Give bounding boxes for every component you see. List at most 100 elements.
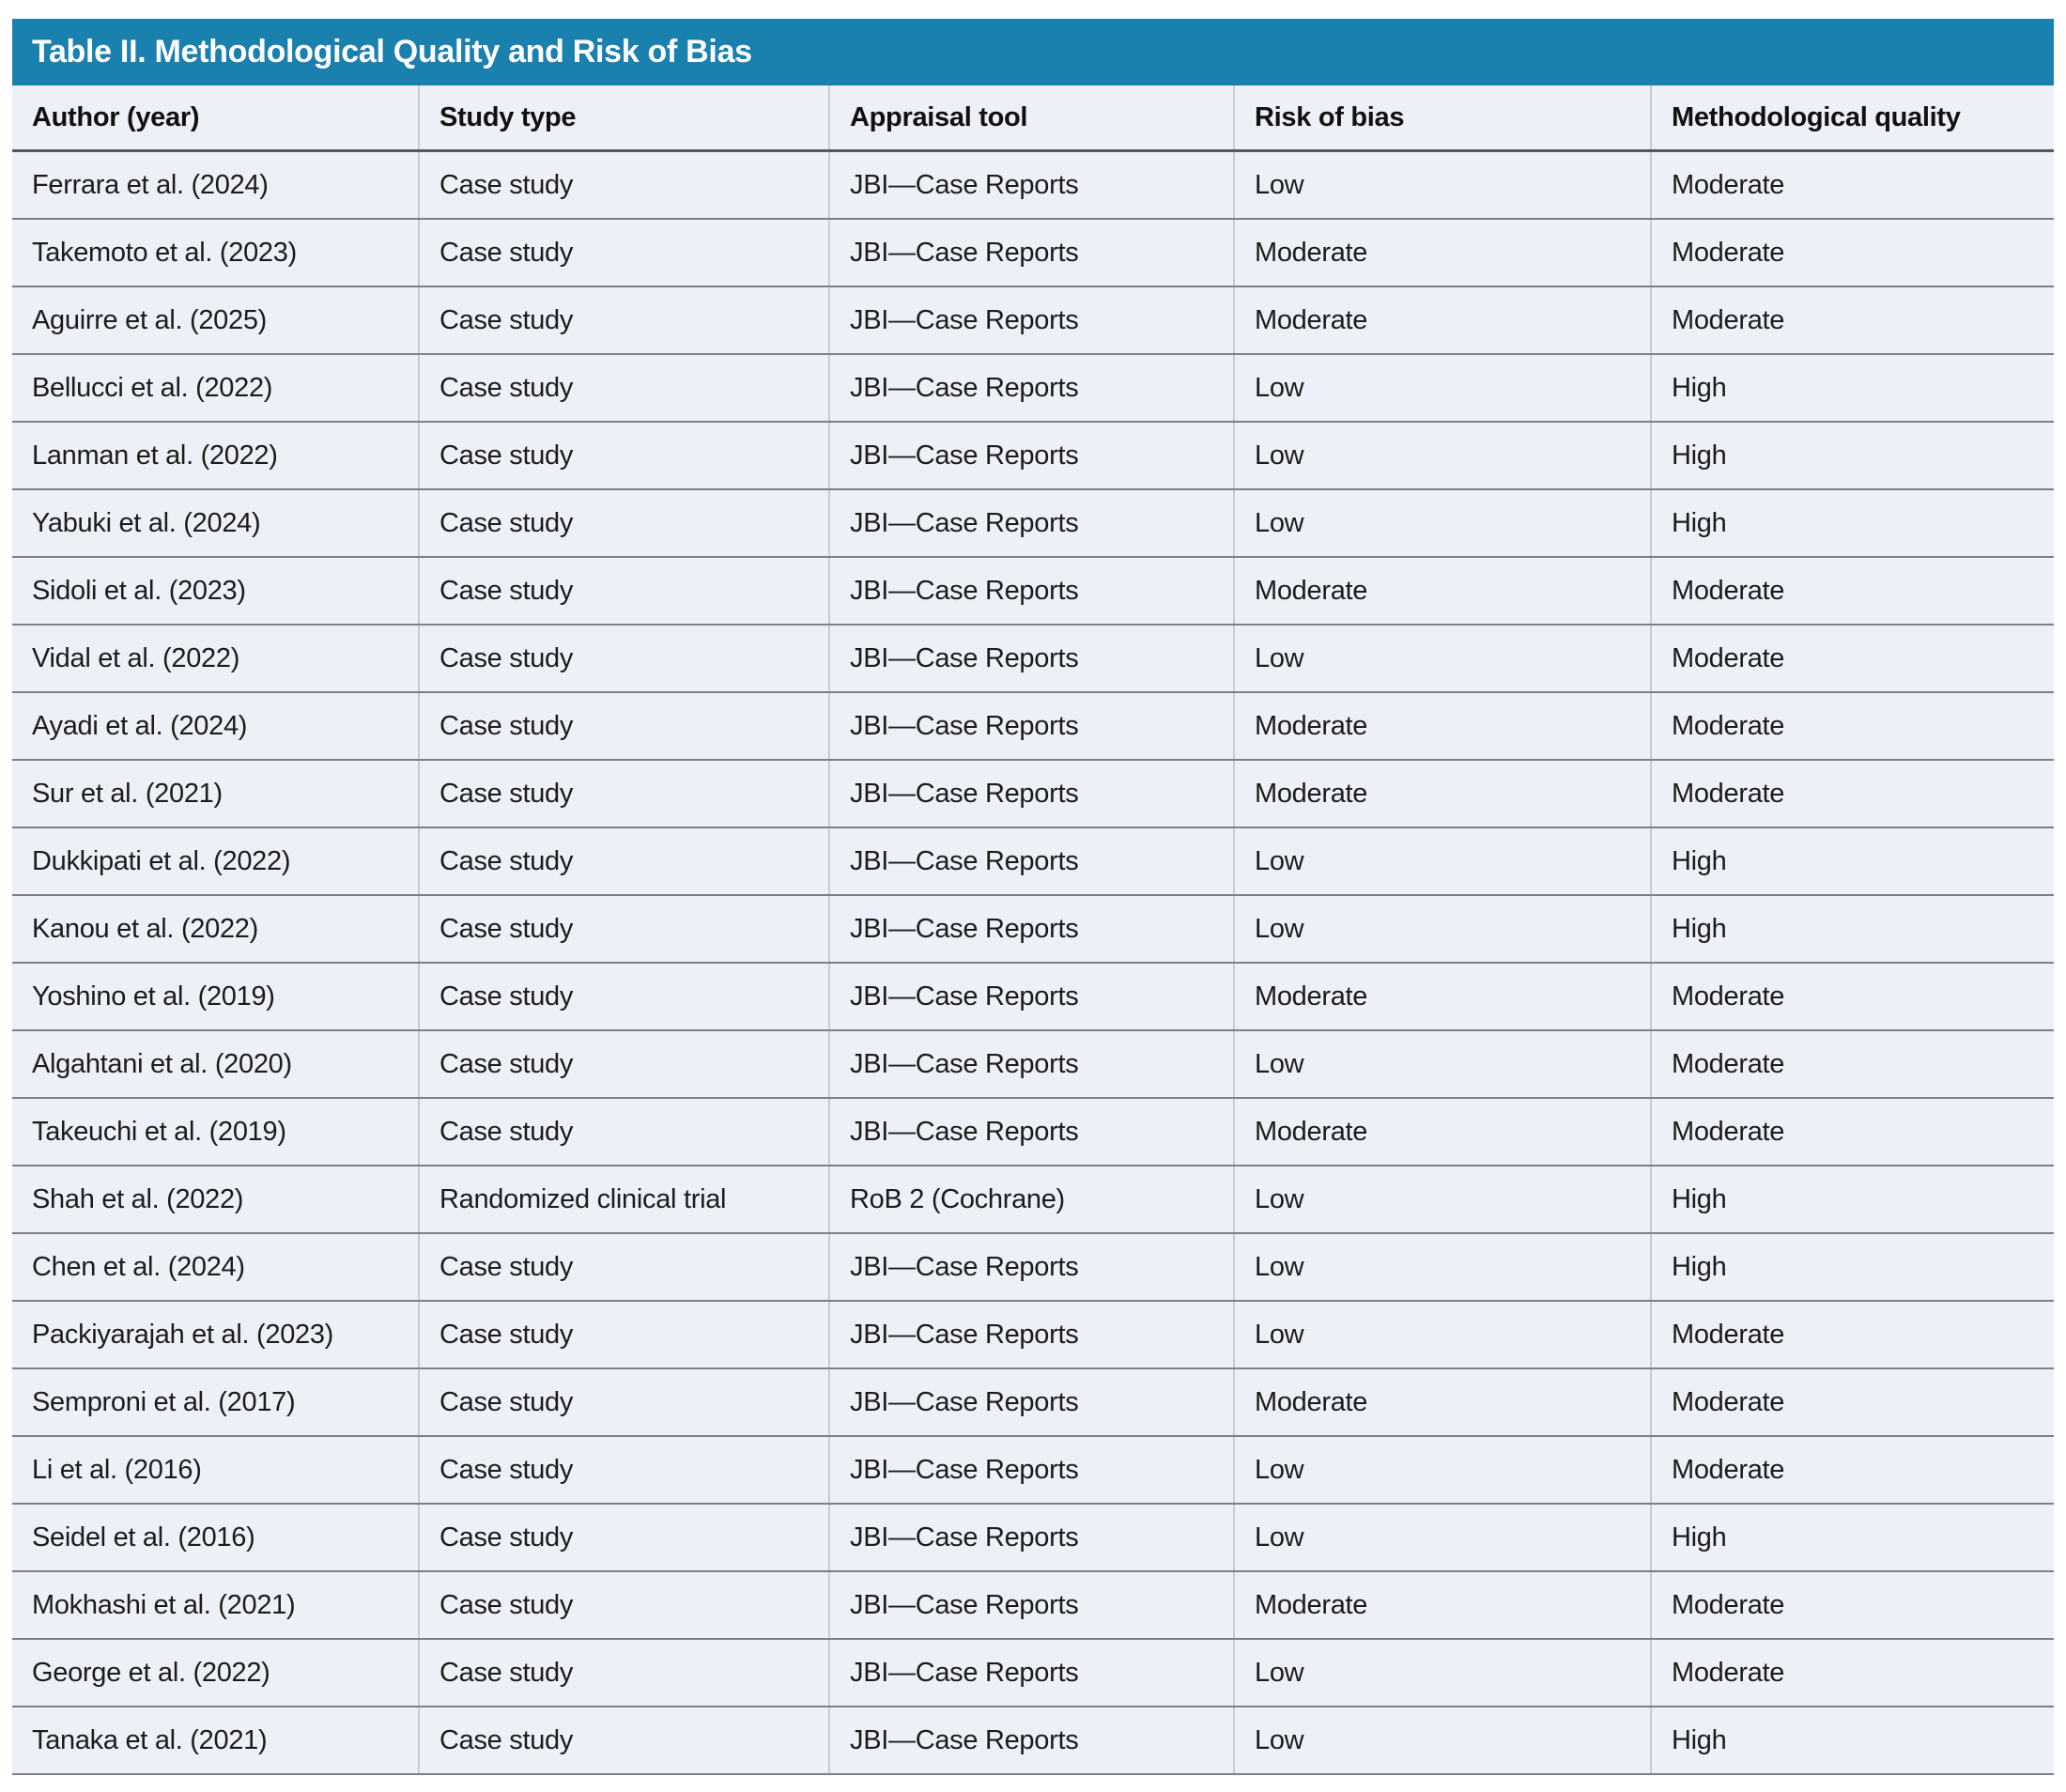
cell-appraisal-tool: JBI—Case Reports <box>828 1098 1234 1166</box>
cell-study-type: Case study <box>418 354 829 423</box>
cell-appraisal-tool: JBI—Case Reports <box>828 692 1234 761</box>
cell-risk-of-bias: Low <box>1233 1030 1651 1099</box>
cell-risk-of-bias: Moderate <box>1233 557 1651 626</box>
cell-author: Ferrara et al. (2024) <box>12 150 419 220</box>
cell-risk-of-bias: Low <box>1233 150 1651 220</box>
table-row: Lanman et al. (2022) Case study JBI—Case R… <box>12 422 2054 490</box>
cell-risk-of-bias: Low <box>1233 1504 1651 1572</box>
cell-risk-of-bias: Low <box>1233 1233 1651 1302</box>
quality-table-container: Table II. Methodological Quality and Ris… <box>12 19 2054 1775</box>
cell-author: Sur et al. (2021) <box>12 760 419 828</box>
cell-methodological-quality: Moderate <box>1650 1639 2054 1707</box>
cell-author: Vidal et al. (2022) <box>12 625 419 693</box>
cell-methodological-quality: Moderate <box>1650 286 2054 355</box>
cell-methodological-quality: High <box>1650 1166 2054 1234</box>
cell-study-type: Case study <box>418 760 829 828</box>
cell-methodological-quality: High <box>1650 489 2054 558</box>
cell-author: Chen et al. (2024) <box>12 1233 419 1302</box>
cell-author: Bellucci et al. (2022) <box>12 354 419 423</box>
cell-risk-of-bias: Low <box>1233 354 1651 423</box>
cell-risk-of-bias: Low <box>1233 827 1651 896</box>
table-title: Table II. Methodological Quality and Ris… <box>32 34 752 70</box>
cell-appraisal-tool: JBI—Case Reports <box>828 1368 1234 1437</box>
cell-study-type: Case study <box>418 557 829 626</box>
cell-methodological-quality: Moderate <box>1650 1301 2054 1369</box>
cell-study-type: Case study <box>418 422 829 490</box>
cell-risk-of-bias: Moderate <box>1233 1098 1651 1166</box>
cell-appraisal-tool: JBI—Case Reports <box>828 1301 1234 1369</box>
cell-author: Semproni et al. (2017) <box>12 1368 419 1437</box>
cell-author: Li et al. (2016) <box>12 1436 419 1505</box>
cell-appraisal-tool: JBI—Case Reports <box>828 489 1234 558</box>
cell-methodological-quality: Moderate <box>1650 150 2054 220</box>
cell-study-type: Case study <box>418 1571 829 1640</box>
table-row: Yabuki et al. (2024) Case study JBI—Case R… <box>12 489 2054 558</box>
cell-author: Kanou et al. (2022) <box>12 895 419 964</box>
cell-methodological-quality: High <box>1650 895 2054 964</box>
cell-author: George et al. (2022) <box>12 1639 419 1707</box>
table-row: Seidel et al. (2016) Case study JBI—Case R… <box>12 1504 2054 1572</box>
column-header-author: Author (year) <box>12 85 419 152</box>
cell-author: Mokhashi et al. (2021) <box>12 1571 419 1640</box>
cell-author: Yoshino et al. (2019) <box>12 963 419 1031</box>
table-row: Ayadi et al. (2024) Case study JBI—Case Re… <box>12 692 2054 761</box>
cell-author: Tanaka et al. (2021) <box>12 1707 419 1775</box>
cell-study-type: Case study <box>418 963 829 1031</box>
cell-risk-of-bias: Moderate <box>1233 1368 1651 1437</box>
quality-table: Author (year) Study type Appraisal tool … <box>12 85 2054 1775</box>
cell-appraisal-tool: JBI—Case Reports <box>828 286 1234 355</box>
cell-author: Ayadi et al. (2024) <box>12 692 419 761</box>
cell-study-type: Case study <box>418 1504 829 1572</box>
table-row: Dukkipati et al. (2022) Case study JBI—Cas… <box>12 827 2054 896</box>
cell-risk-of-bias: Moderate <box>1233 760 1651 828</box>
cell-risk-of-bias: Low <box>1233 1639 1651 1707</box>
cell-author: Seidel et al. (2016) <box>12 1504 419 1572</box>
column-header-risk-of-bias: Risk of bias <box>1233 85 1651 152</box>
cell-risk-of-bias: Moderate <box>1233 219 1651 287</box>
table-row: Chen et al. (2024) Case study JBI—Case Rep… <box>12 1233 2054 1302</box>
cell-appraisal-tool: JBI—Case Reports <box>828 150 1234 220</box>
cell-study-type: Case study <box>418 827 829 896</box>
table-row: George et al. (2022) Case study JBI—Case R… <box>12 1639 2054 1707</box>
cell-study-type: Case study <box>418 1233 829 1302</box>
cell-author: Sidoli et al. (2023) <box>12 557 419 626</box>
cell-study-type: Case study <box>418 895 829 964</box>
cell-appraisal-tool: JBI—Case Reports <box>828 422 1234 490</box>
cell-author: Dukkipati et al. (2022) <box>12 827 419 896</box>
cell-risk-of-bias: Low <box>1233 489 1651 558</box>
column-header-appraisal-tool: Appraisal tool <box>828 85 1234 152</box>
cell-methodological-quality: High <box>1650 354 2054 423</box>
table-row: Takeuchi et al. (2019) Case study JBI—Case… <box>12 1098 2054 1166</box>
table-row: Li et al. (2016) Case study JBI—Case Repor… <box>12 1436 2054 1505</box>
cell-risk-of-bias: Low <box>1233 1707 1651 1775</box>
cell-study-type: Case study <box>418 1707 829 1775</box>
cell-risk-of-bias: Low <box>1233 1301 1651 1369</box>
cell-methodological-quality: Moderate <box>1650 1098 2054 1166</box>
cell-methodological-quality: Moderate <box>1650 963 2054 1031</box>
cell-appraisal-tool: JBI—Case Reports <box>828 625 1234 693</box>
table-row: Shah et al. (2022) Randomized clinical tr… <box>12 1166 2054 1234</box>
table-title-bar: Table II. Methodological Quality and Ris… <box>12 19 2054 85</box>
cell-author: Takemoto et al. (2023) <box>12 219 419 287</box>
cell-appraisal-tool: JBI—Case Reports <box>828 1504 1234 1572</box>
cell-risk-of-bias: Low <box>1233 1436 1651 1505</box>
table-row: Mokhashi et al. (2021) Case study JBI—Case… <box>12 1571 2054 1640</box>
table-row: Algahtani et al. (2020) Case study JBI—Cas… <box>12 1030 2054 1099</box>
cell-study-type: Case study <box>418 1098 829 1166</box>
cell-study-type: Case study <box>418 286 829 355</box>
cell-study-type: Randomized clinical trial <box>418 1166 829 1234</box>
cell-author: Takeuchi et al. (2019) <box>12 1098 419 1166</box>
table-row: Semproni et al. (2017) Case study JBI—Case… <box>12 1368 2054 1437</box>
cell-study-type: Case study <box>418 1436 829 1505</box>
cell-risk-of-bias: Low <box>1233 1166 1651 1234</box>
cell-appraisal-tool: JBI—Case Reports <box>828 895 1234 964</box>
column-header-methodological-quality: Methodological quality <box>1650 85 2054 152</box>
cell-study-type: Case study <box>418 1368 829 1437</box>
cell-methodological-quality: Moderate <box>1650 692 2054 761</box>
cell-risk-of-bias: Moderate <box>1233 692 1651 761</box>
table-row: Sur et al. (2021) Case study JBI—Case Repo… <box>12 760 2054 828</box>
cell-methodological-quality: High <box>1650 827 2054 896</box>
cell-risk-of-bias: Low <box>1233 625 1651 693</box>
table-row: Packiyarajah et al. (2023) Case study JBI—… <box>12 1301 2054 1369</box>
